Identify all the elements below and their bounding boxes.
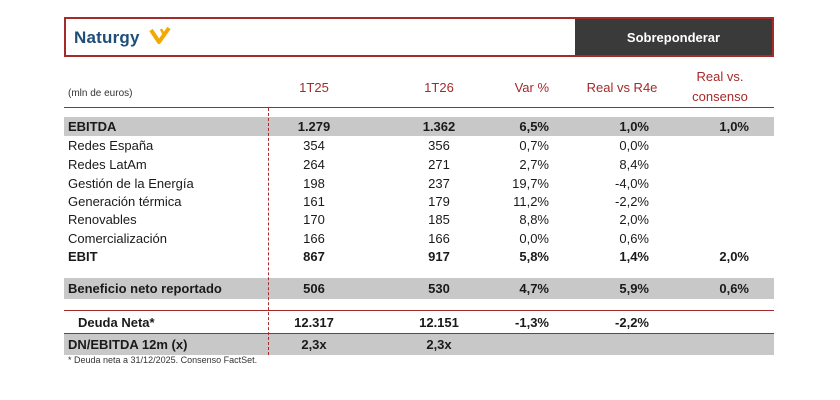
cell-1t26: 185 <box>428 212 450 227</box>
cell-1t26: 271 <box>428 157 450 172</box>
table-row: Renovables 170 185 8,8% 2,0% <box>64 210 774 229</box>
cell-real-vs-r4e: 2,0% <box>619 212 649 227</box>
cell-1t25: 506 <box>303 281 325 296</box>
cell-1t26: 179 <box>428 194 450 209</box>
row-label: Comercialización <box>68 231 167 246</box>
row-label: Redes LatAm <box>68 157 147 172</box>
row-label: Deuda Neta* <box>78 315 155 330</box>
table-row: EBITDA 1.279 1.362 6,5% 1,0% 1,0% <box>64 117 774 136</box>
report-header: Naturgy Sobreponderar <box>64 17 774 57</box>
row-label: Beneficio neto reportado <box>68 281 222 296</box>
cell-var: 2,7% <box>519 157 549 172</box>
cell-1t25: 12.317 <box>294 315 334 330</box>
cell-1t25: 867 <box>303 249 325 264</box>
table-row: Comercialización 166 166 0,0% 0,6% <box>64 229 774 248</box>
cell-real-vs-r4e: 5,9% <box>619 281 649 296</box>
rating-badge: Sobreponderar <box>575 19 772 55</box>
table-row: Deuda Neta* 12.317 12.151 -1,3% -2,2% <box>64 313 774 332</box>
table-row: Generación térmica 161 179 11,2% -2,2% <box>64 192 774 211</box>
cell-1t25: 161 <box>303 194 325 209</box>
column-divider <box>268 108 269 355</box>
cell-real-vs-consenso: 2,0% <box>719 249 749 264</box>
col-header-1t26: 1T26 <box>424 80 454 95</box>
cell-real-vs-r4e: 8,4% <box>619 157 649 172</box>
cell-1t26: 2,3x <box>426 337 452 352</box>
cell-real-vs-consenso: 1,0% <box>719 119 749 134</box>
section-rule <box>64 310 774 311</box>
cell-var: 4,7% <box>519 281 549 296</box>
cell-var: 19,7% <box>512 176 549 191</box>
table-row: DN/EBITDA 12m (x) 2,3x 2,3x <box>64 334 774 355</box>
footnote: * Deuda neta a 31/12/2025. Consenso Fact… <box>68 355 258 365</box>
header-rule <box>64 107 774 108</box>
row-label: Generación térmica <box>68 194 182 209</box>
section-rule <box>64 333 774 334</box>
cell-var: 0,7% <box>519 138 549 153</box>
naturgy-logo: Naturgy <box>74 28 140 47</box>
table-row: EBIT 867 917 5,8% 1,4% 2,0% <box>64 247 774 266</box>
row-label: DN/EBITDA 12m (x) <box>68 337 188 352</box>
row-label: Redes España <box>68 138 154 153</box>
col-header-real-vs: Real vs. <box>696 69 744 84</box>
cell-1t25: 170 <box>303 212 325 227</box>
cell-1t26: 530 <box>428 281 450 296</box>
row-label: EBIT <box>68 249 98 264</box>
cell-var: 11,2% <box>513 194 549 209</box>
cell-real-vs-r4e: 0,0% <box>619 138 649 153</box>
cell-real-vs-r4e: 1,4% <box>619 249 649 264</box>
cell-real-vs-r4e: 0,6% <box>619 231 649 246</box>
row-label: Renovables <box>68 212 137 227</box>
cell-real-vs-r4e: -4,0% <box>615 176 649 191</box>
cell-1t26: 1.362 <box>422 119 456 134</box>
table-row: Beneficio neto reportado 506 530 4,7% 5,… <box>64 278 774 299</box>
cell-1t25: 166 <box>303 231 325 246</box>
col-header-consenso: consenso <box>692 89 748 104</box>
row-label: EBITDA <box>68 119 117 134</box>
col-header-1t25: 1T25 <box>299 80 329 95</box>
cell-real-vs-r4e: -2,2% <box>615 315 649 330</box>
row-label: Gestión de la Energía <box>68 176 194 191</box>
cell-real-vs-r4e: 1,0% <box>619 119 649 134</box>
cell-1t26: 166 <box>428 231 450 246</box>
cell-1t25: 2,3x <box>301 337 327 352</box>
col-header-var: Var % <box>514 80 549 95</box>
table-row: Gestión de la Energía 198 237 19,7% -4,0… <box>64 174 774 193</box>
table-row: Redes LatAm 264 271 2,7% 8,4% <box>64 155 774 174</box>
col-header-real-vs-r4e: Real vs R4e <box>586 80 658 95</box>
cell-real-vs-r4e: -2,2% <box>615 194 649 209</box>
cell-var: 8,8% <box>519 212 549 227</box>
cell-1t26: 12.151 <box>419 315 459 330</box>
cell-real-vs-consenso: 0,6% <box>719 281 749 296</box>
logo-mark-icon <box>149 26 171 44</box>
cell-1t25: 198 <box>303 176 325 191</box>
cell-var: 5,8% <box>519 249 549 264</box>
cell-1t26: 237 <box>428 176 450 191</box>
cell-1t25: 354 <box>303 138 325 153</box>
unit-label: (mln de euros) <box>68 88 133 99</box>
cell-1t26: 917 <box>428 249 450 264</box>
cell-1t26: 356 <box>428 138 450 153</box>
cell-var: -1,3% <box>515 315 549 330</box>
cell-var: 0,0% <box>519 231 549 246</box>
cell-var: 6,5% <box>519 119 549 134</box>
table-row: Redes España 354 356 0,7% 0,0% <box>64 136 774 155</box>
cell-1t25: 264 <box>303 157 325 172</box>
cell-1t25: 1.279 <box>297 119 331 134</box>
